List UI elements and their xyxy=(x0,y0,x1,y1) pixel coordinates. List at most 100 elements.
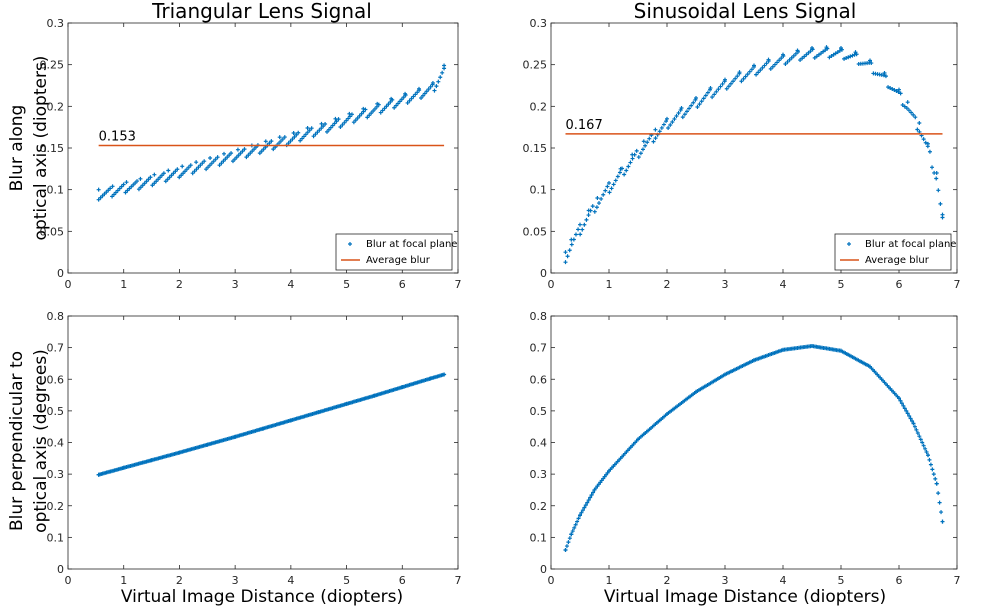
legend-box xyxy=(834,233,952,271)
data-point-dense xyxy=(615,174,620,179)
data-point-dense xyxy=(234,155,239,160)
data-point xyxy=(400,385,405,390)
data-point xyxy=(839,348,843,353)
data-point-dense xyxy=(726,84,731,89)
data-point-dense xyxy=(651,139,656,144)
data-point-dense xyxy=(401,95,406,100)
data-point xyxy=(235,147,240,152)
data-point-dense xyxy=(699,99,704,104)
data-point-dense xyxy=(213,157,218,162)
data-point xyxy=(208,156,213,160)
x-tick-label: 4 xyxy=(780,574,787,587)
data-point-dense xyxy=(426,87,431,92)
data-point-dense xyxy=(927,149,932,154)
y-tick-label: 0.3 xyxy=(47,17,65,30)
data-point-dense xyxy=(902,406,907,411)
data-point xyxy=(344,401,349,406)
data-point-dense xyxy=(269,139,274,144)
data-point-dense xyxy=(328,125,333,130)
data-point-dense xyxy=(901,403,906,408)
data-point-dense xyxy=(829,54,834,59)
data-point-dense xyxy=(583,503,588,508)
data-point-dense xyxy=(592,209,597,214)
data-point-dense xyxy=(309,126,314,131)
data-point-dense xyxy=(146,177,151,182)
panel-0: 0 1 2 3 4 5 6 7 0 0.05 0.1 0.15 0.2 0.25 0.3 0.153 Blur … xyxy=(40,17,462,291)
data-point-dense xyxy=(300,136,305,141)
data-point-dense xyxy=(211,159,216,164)
data-point-dense xyxy=(250,149,255,154)
data-point-dense xyxy=(578,232,583,237)
data-point-dense xyxy=(659,125,664,130)
data-point-dense xyxy=(762,63,767,68)
data-point-dense xyxy=(567,536,572,541)
axes-box xyxy=(550,315,958,570)
data-point-dense xyxy=(904,106,909,111)
y-tick-label: 0 xyxy=(57,267,64,280)
data-point-dense xyxy=(756,70,761,75)
data-point-dense xyxy=(906,108,911,113)
data-point-dense xyxy=(298,138,303,143)
y-tick-label: 0.1 xyxy=(47,184,65,197)
data-point-dense xyxy=(917,434,922,439)
data-point-dense xyxy=(227,153,232,158)
data-point xyxy=(723,372,727,377)
data-point-dense xyxy=(382,106,387,111)
data-point-dense xyxy=(682,112,687,117)
data-point-dense xyxy=(594,205,599,210)
data-point-dense xyxy=(190,171,195,176)
data-point-dense xyxy=(831,52,836,57)
data-point-dense xyxy=(204,167,209,172)
data-point-dense xyxy=(881,73,886,78)
data-point-dense xyxy=(374,104,379,109)
data-point-dense xyxy=(816,52,821,57)
data-point-dense xyxy=(428,84,433,89)
data-point-dense xyxy=(390,97,395,102)
x-tick-label: 7 xyxy=(954,278,961,291)
data-point-dense xyxy=(148,175,153,180)
data-point-dense xyxy=(108,186,113,191)
data-point-dense xyxy=(301,134,306,139)
data-point-dense xyxy=(580,508,585,513)
data-point-dense xyxy=(261,147,266,152)
data-point xyxy=(205,442,210,447)
data-point-dense xyxy=(169,173,174,178)
data-point-dense xyxy=(411,94,416,99)
data-point-dense xyxy=(758,68,763,73)
data-point xyxy=(752,358,756,363)
data-point-dense xyxy=(344,118,349,123)
data-point xyxy=(882,71,887,75)
data-point-dense xyxy=(278,139,283,144)
x-tick-label: 5 xyxy=(838,574,845,587)
data-point-dense xyxy=(566,540,571,545)
data-point-dense xyxy=(636,155,641,160)
data-point-dense xyxy=(571,237,576,242)
data-point xyxy=(578,513,582,518)
data-point-dense xyxy=(159,173,164,178)
data-point-dense xyxy=(144,179,149,184)
data-point-dense xyxy=(772,62,777,67)
data-point-dense xyxy=(242,147,247,152)
y-tick-label: 0 xyxy=(540,563,547,576)
data-point-dense xyxy=(305,130,310,135)
data-point-dense xyxy=(579,510,584,515)
data-point-dense xyxy=(325,129,330,134)
data-point-dense xyxy=(152,181,157,186)
data-point-dense xyxy=(334,119,339,124)
data-point-dense xyxy=(271,147,276,152)
data-point-dense xyxy=(676,111,681,116)
data-point-dense xyxy=(430,82,435,87)
data-point-dense xyxy=(319,126,324,131)
data-point-dense xyxy=(789,55,794,60)
data-point-dense xyxy=(915,127,920,132)
data-point-dense xyxy=(409,96,414,101)
x-tick-label: 4 xyxy=(287,574,294,587)
data-point xyxy=(665,412,669,417)
data-point-dense xyxy=(244,155,249,160)
y-tick-label: 0.7 xyxy=(47,342,65,355)
data-point-dense xyxy=(183,169,187,174)
data-point xyxy=(781,347,785,352)
series-blur-focal-plane xyxy=(563,45,945,265)
data-point-dense xyxy=(290,137,295,142)
data-point-dense xyxy=(434,84,439,89)
